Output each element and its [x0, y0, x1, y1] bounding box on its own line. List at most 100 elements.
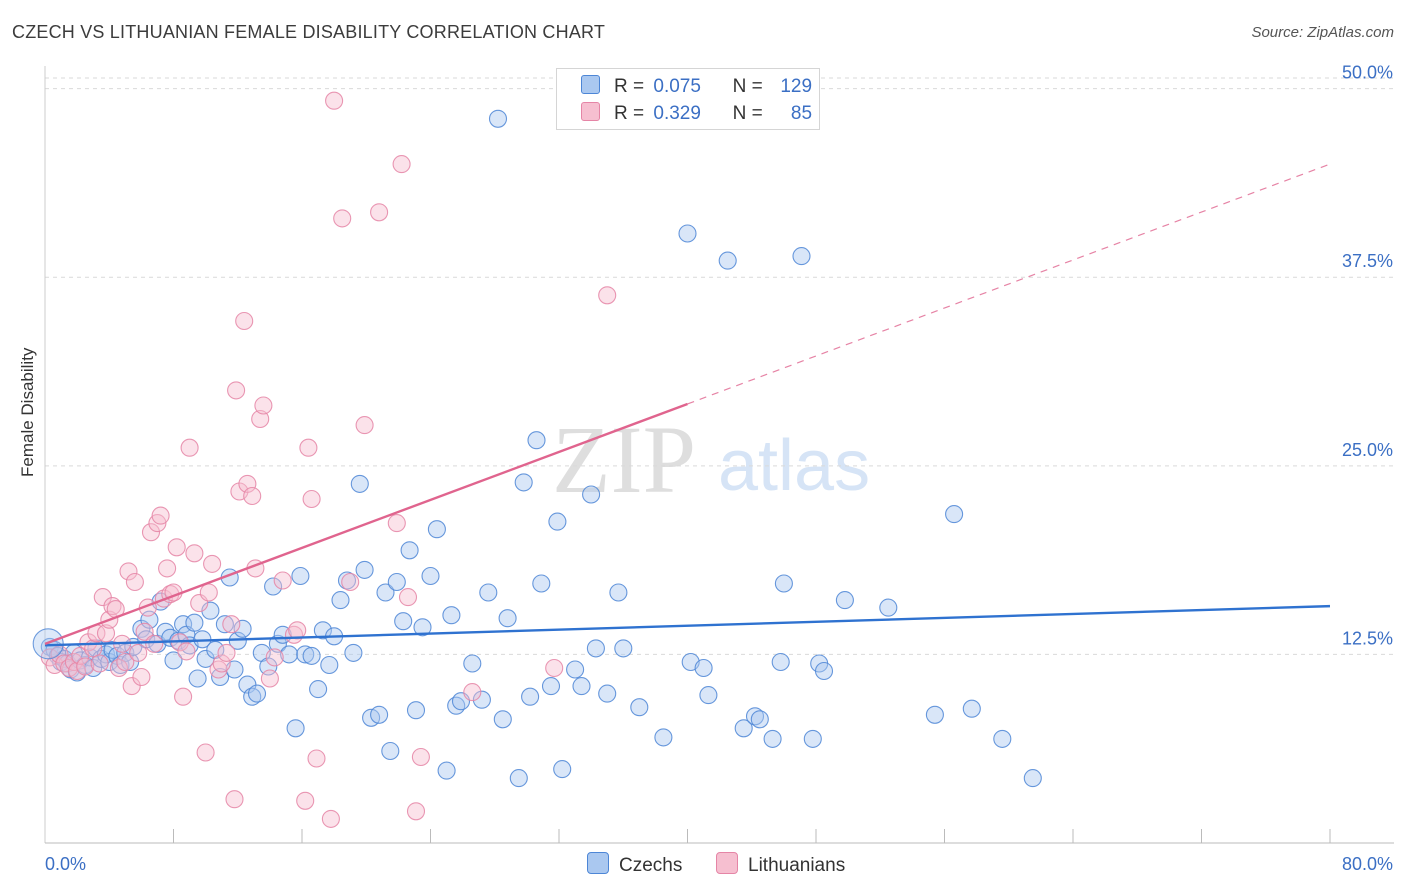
lithuanian-point — [341, 572, 360, 592]
lithuanian-point — [225, 790, 244, 809]
czech-point — [814, 661, 834, 681]
lithuanian-point — [302, 489, 321, 509]
czech-point — [993, 729, 1012, 748]
x-tick-label: 0.0% — [45, 854, 86, 874]
czech-point — [630, 698, 649, 717]
czech-point — [527, 431, 546, 450]
correlation-row-czechs: R = 0.075 N = 129 — [581, 74, 812, 100]
czech-point — [479, 583, 498, 602]
legend-item-lithuanians[interactable]: Lithuanians — [716, 852, 845, 877]
czech-point — [313, 621, 332, 640]
correlation-legend: R = 0.075 N = 129 R = 0.329 N = 85 — [556, 68, 820, 130]
lithuanian-point — [273, 571, 292, 590]
czech-point — [355, 560, 374, 579]
y-tick-label: 50.0% — [1342, 63, 1393, 83]
y-tick-label: 37.5% — [1342, 251, 1393, 271]
czech-point — [509, 769, 528, 788]
lithuanian-point — [93, 588, 112, 607]
lithuanian-point — [151, 506, 170, 525]
r-value: 0.329 — [653, 103, 701, 124]
czech-point — [320, 655, 339, 675]
lithuanian-point — [132, 667, 151, 687]
czech-point — [498, 609, 517, 628]
lithuanian-point — [260, 669, 279, 688]
czech-point — [185, 613, 204, 632]
czech-point — [945, 505, 964, 524]
czech-point — [835, 591, 854, 610]
lithuanian-point — [370, 203, 389, 222]
czech-point — [609, 583, 628, 602]
lithuanian-point — [411, 747, 430, 767]
czech-point — [771, 652, 790, 672]
czech-point — [302, 646, 321, 665]
n-value: 85 — [790, 103, 813, 124]
czech-point — [376, 583, 395, 602]
czech-point — [421, 566, 440, 586]
r-label: R = — [614, 76, 645, 97]
czech-point — [331, 591, 350, 610]
lithuanian-point — [398, 588, 418, 607]
czech-point — [243, 687, 262, 706]
czech-point — [394, 612, 413, 631]
lithuanian-point — [392, 155, 411, 174]
czech-point — [344, 643, 363, 662]
lithuanian-point — [321, 809, 340, 828]
lith-legend-swatch-icon — [716, 852, 738, 874]
lithuanian-point — [463, 683, 482, 702]
czech-point — [572, 677, 591, 696]
czech-point — [427, 520, 446, 539]
czech-point — [678, 224, 697, 243]
czech-point — [750, 710, 769, 729]
czech-point — [188, 669, 207, 688]
lithuanian-point — [125, 572, 144, 592]
lithuanian-point — [217, 643, 236, 662]
czech-point — [406, 701, 426, 720]
lithuanian-point — [296, 791, 315, 810]
legend-item-czechs[interactable]: Czechs — [587, 852, 682, 877]
czech-point — [472, 690, 491, 709]
czech-point — [792, 247, 811, 266]
lithuanian-point — [84, 639, 103, 658]
lithuanian-point — [203, 554, 222, 573]
czech-point — [553, 760, 572, 779]
watermark-zip: ZIP — [552, 406, 696, 513]
y-tick-label: 12.5% — [1342, 628, 1393, 648]
lithuanian-point — [180, 438, 199, 457]
czech-point — [156, 622, 175, 641]
lithuanian-point — [174, 687, 193, 706]
lithuanian-point — [299, 438, 318, 457]
czech-point — [734, 719, 753, 738]
lithuanian-point — [76, 657, 95, 676]
correlation-row-lithuanians: R = 0.329 N = 85 — [581, 101, 812, 127]
czech-point — [233, 619, 252, 638]
czech-point — [879, 598, 898, 617]
lithuanian-point — [167, 538, 186, 557]
czech-trend-line — [44, 604, 1331, 647]
lithuanian-point — [307, 749, 326, 768]
czech-point — [803, 729, 822, 748]
lithuanian-point — [598, 286, 617, 305]
r-label: R = — [614, 103, 645, 124]
lithuanian-point — [96, 624, 116, 643]
czech-point — [174, 615, 193, 634]
czech-point — [699, 686, 718, 705]
czech-point — [718, 251, 737, 270]
lithuanian-point — [243, 486, 262, 506]
czech-point — [370, 705, 389, 724]
chart-title: CZECH VS LITHUANIAN FEMALE DISABILITY CO… — [12, 22, 606, 42]
x-tick-label: 80.0% — [1342, 854, 1393, 874]
lithuanian-point — [158, 559, 177, 578]
czech-point — [488, 109, 508, 128]
lithuanian-point — [238, 474, 257, 493]
czech-point — [541, 677, 561, 696]
n-label: N = — [732, 103, 763, 124]
czech-point — [280, 645, 299, 664]
lithuanian-point — [185, 544, 204, 563]
czech-point — [164, 651, 183, 670]
lithuanian-point — [90, 654, 109, 673]
lithuanian-point — [254, 396, 273, 415]
czech-point — [532, 574, 551, 593]
czech-point — [286, 719, 305, 738]
czech-point — [586, 639, 605, 658]
